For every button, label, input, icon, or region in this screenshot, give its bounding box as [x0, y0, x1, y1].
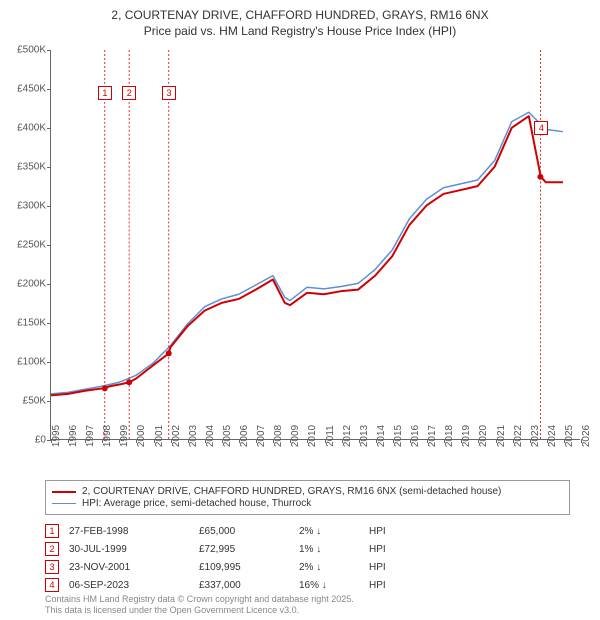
sales-row-diff: 16% ↓ [299, 580, 359, 591]
x-tick-label: 2016 [410, 425, 421, 447]
x-tick-label: 2001 [154, 425, 165, 447]
x-tick-label: 2007 [256, 425, 267, 447]
sale-marker-box: 2 [122, 86, 136, 100]
sales-row-diff: 2% ↓ [299, 526, 359, 537]
x-tick-label: 2005 [222, 425, 233, 447]
x-tick-label: 2024 [547, 425, 558, 447]
x-tick-label: 2015 [393, 425, 404, 447]
legend-item-hpi: HPI: Average price, semi-detached house,… [52, 498, 563, 509]
x-tick-label: 1997 [85, 425, 96, 447]
x-tick-label: 2010 [307, 425, 318, 447]
y-tick-label: £200K [1, 279, 46, 290]
x-tick-label: 2008 [273, 425, 284, 447]
sales-row-date: 23-NOV-2001 [69, 562, 189, 573]
x-tick-label: 2012 [342, 425, 353, 447]
attribution-line-2: This data is licensed under the Open Gov… [45, 605, 354, 616]
legend: 2, COURTENAY DRIVE, CHAFFORD HUNDRED, GR… [45, 480, 570, 515]
x-tick-label: 2026 [581, 425, 592, 447]
x-tick-label: 2021 [496, 425, 507, 447]
sales-row-diff: 2% ↓ [299, 562, 359, 573]
sales-row-marker: 3 [45, 560, 59, 574]
sale-marker-box: 1 [98, 86, 112, 100]
series-line-property [51, 116, 563, 395]
sales-row-date: 30-JUL-1999 [69, 544, 189, 555]
legend-label-hpi: HPI: Average price, semi-detached house,… [82, 498, 311, 509]
sale-marker-box: 4 [534, 121, 548, 135]
sales-row-marker: 2 [45, 542, 59, 556]
x-tick-label: 2017 [427, 425, 438, 447]
title-line-2: Price paid vs. HM Land Registry's House … [0, 24, 600, 40]
y-tick-label: £500K [1, 45, 46, 56]
y-tick-label: £150K [1, 318, 46, 329]
y-tick-label: £50K [1, 396, 46, 407]
x-tick-label: 2020 [478, 425, 489, 447]
sales-row-price: £337,000 [199, 580, 289, 591]
sales-row: 4 06-SEP-2023 £337,000 16% ↓ HPI [45, 576, 570, 594]
x-tick-label: 2022 [513, 425, 524, 447]
x-tick-label: 2003 [188, 425, 199, 447]
x-tick-label: 2004 [205, 425, 216, 447]
x-tick-label: 2025 [564, 425, 575, 447]
sales-row: 1 27-FEB-1998 £65,000 2% ↓ HPI [45, 522, 570, 540]
sale-dot [166, 350, 172, 356]
attribution-line-1: Contains HM Land Registry data © Crown c… [45, 594, 354, 605]
sales-row: 3 23-NOV-2001 £109,995 2% ↓ HPI [45, 558, 570, 576]
x-tick-label: 2000 [136, 425, 147, 447]
sales-row-diff: 1% ↓ [299, 544, 359, 555]
legend-label-property: 2, COURTENAY DRIVE, CHAFFORD HUNDRED, GR… [82, 486, 501, 497]
sale-dot [102, 385, 108, 391]
chart-svg [51, 50, 580, 439]
sale-dot [537, 174, 543, 180]
y-tick-label: £350K [1, 162, 46, 173]
sales-row-vs: HPI [369, 526, 386, 537]
legend-swatch-hpi [52, 503, 76, 505]
sales-row-date: 27-FEB-1998 [69, 526, 189, 537]
x-tick-label: 2018 [444, 425, 455, 447]
x-tick-label: 2011 [325, 425, 336, 447]
x-tick-label: 1995 [51, 425, 62, 447]
sales-table: 1 27-FEB-1998 £65,000 2% ↓ HPI 2 30-JUL-1999 £7… [45, 522, 570, 594]
chart-container: 2, COURTENAY DRIVE, CHAFFORD HUNDRED, GR… [0, 0, 600, 620]
title-line-1: 2, COURTENAY DRIVE, CHAFFORD HUNDRED, GR… [0, 8, 600, 24]
sales-row-date: 06-SEP-2023 [69, 580, 189, 591]
sales-row-vs: HPI [369, 562, 386, 573]
plot-area: £0£50K£100K£150K£200K£250K£300K£350K£400… [50, 50, 580, 440]
attribution: Contains HM Land Registry data © Crown c… [45, 594, 354, 616]
legend-item-property: 2, COURTENAY DRIVE, CHAFFORD HUNDRED, GR… [52, 486, 563, 497]
x-tick-label: 2009 [290, 425, 301, 447]
x-tick-label: 1999 [119, 425, 130, 447]
sales-row-marker: 1 [45, 524, 59, 538]
sales-row-marker: 4 [45, 578, 59, 592]
x-tick-label: 2023 [530, 425, 541, 447]
sales-row: 2 30-JUL-1999 £72,995 1% ↓ HPI [45, 540, 570, 558]
y-tick-label: £400K [1, 123, 46, 134]
sales-row-price: £65,000 [199, 526, 289, 537]
sales-row-price: £72,995 [199, 544, 289, 555]
y-tick-label: £450K [1, 84, 46, 95]
chart-title: 2, COURTENAY DRIVE, CHAFFORD HUNDRED, GR… [0, 0, 600, 39]
series-line-hpi [51, 112, 563, 394]
x-tick-label: 1998 [102, 425, 113, 447]
x-tick-label: 1996 [68, 425, 79, 447]
sales-row-vs: HPI [369, 580, 386, 591]
sales-row-vs: HPI [369, 544, 386, 555]
x-tick-label: 2013 [359, 425, 370, 447]
x-tick-label: 2002 [171, 425, 182, 447]
sales-row-price: £109,995 [199, 562, 289, 573]
sale-dot [126, 379, 132, 385]
x-tick-label: 2014 [376, 425, 387, 447]
x-tick-label: 2006 [239, 425, 250, 447]
y-tick-label: £0 [1, 435, 46, 446]
x-tick-label: 2019 [461, 425, 472, 447]
y-tick-label: £100K [1, 357, 46, 368]
y-tick-label: £300K [1, 201, 46, 212]
y-tick-label: £250K [1, 240, 46, 251]
chart-plot-wrap: £0£50K£100K£150K£200K£250K£300K£350K£400… [50, 50, 580, 440]
legend-swatch-property [52, 491, 76, 493]
sale-marker-box: 3 [162, 86, 176, 100]
